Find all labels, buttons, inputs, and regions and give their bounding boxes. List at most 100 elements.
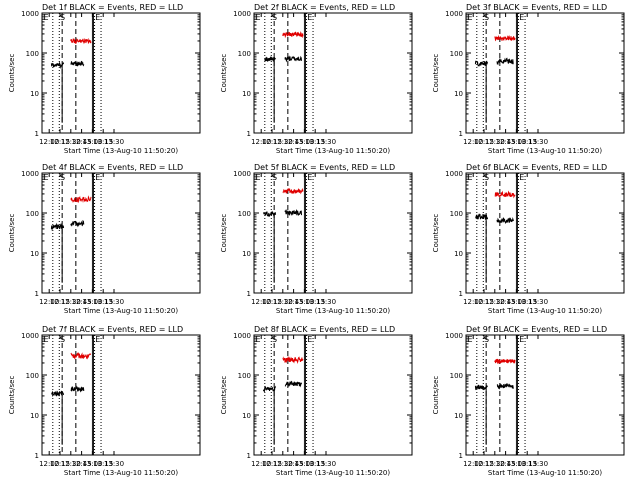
- lld-series-line: [282, 355, 304, 364]
- chart-title: Det 2f BLACK = Events, RED = LLD: [254, 3, 395, 12]
- x-tick-label: 12:30: [61, 298, 81, 306]
- x-tick-label: 13:00: [506, 298, 526, 306]
- y-axis-label: Counts/sec: [220, 376, 228, 415]
- events-series-line: [496, 216, 514, 224]
- events-series-line: [50, 222, 65, 231]
- chart-panel-8: Det 8f BLACK = Events, RED = LLD 1 10 100 10…: [220, 325, 413, 477]
- event-marker-label: E: [307, 173, 312, 182]
- event-marker-label: E: [519, 335, 524, 344]
- events-series-line: [474, 384, 489, 391]
- y-tick-label: 1000: [233, 332, 251, 340]
- x-tick-label: 13:15: [517, 460, 537, 468]
- lld-series-line: [494, 34, 516, 42]
- x-tick-label: 12:30: [485, 298, 505, 306]
- x-tick-label: 13:00: [82, 138, 102, 146]
- x-tick-label: 12:15: [50, 138, 70, 146]
- x-tick-label: 13:15: [93, 298, 113, 306]
- x-tick-label: 13:30: [104, 460, 124, 468]
- event-marker-label: E: [95, 13, 100, 22]
- x-tick-label: 13:30: [316, 298, 336, 306]
- x-tick-label: 12:30: [273, 138, 293, 146]
- x-tick-label: 13:30: [528, 298, 548, 306]
- x-tick-label: 12:45: [496, 138, 516, 146]
- x-tick-label: 12:45: [284, 460, 304, 468]
- x-tick-label: 13:00: [294, 460, 314, 468]
- event-marker-label: E: [95, 335, 100, 344]
- chart-panel-6: Det 6f BLACK = Events, RED = LLD 1 10 100 10…: [432, 163, 625, 315]
- events-series-line: [284, 380, 302, 388]
- event-marker-label: E: [255, 13, 260, 22]
- y-tick-label: 1000: [233, 170, 251, 178]
- chart-title: Det 4f BLACK = Events, RED = LLD: [42, 163, 183, 172]
- event-marker-label: S: [484, 13, 489, 22]
- y-tick-label: 1: [247, 452, 251, 460]
- event-marker-label: E: [43, 173, 48, 182]
- x-axis-label: Start Time (13-Aug-10 11:50:20): [488, 469, 602, 477]
- events-series-line: [496, 383, 514, 390]
- y-tick-label: 1000: [445, 332, 463, 340]
- events-series-line: [475, 213, 489, 221]
- x-tick-label: 13:15: [305, 298, 325, 306]
- x-axis-label: Start Time (13-Aug-10 11:50:20): [276, 147, 390, 155]
- event-marker-label: S: [272, 335, 277, 344]
- x-axis-label: Start Time (13-Aug-10 11:50:20): [488, 147, 602, 155]
- plot-frame: [465, 12, 625, 134]
- x-tick-label: 12:30: [61, 460, 81, 468]
- y-tick-label: 1: [247, 130, 251, 138]
- y-tick-label: 1: [35, 130, 39, 138]
- events-series-line: [284, 208, 302, 216]
- events-series-line: [474, 60, 489, 67]
- x-axis-label: Start Time (13-Aug-10 11:50:20): [488, 307, 602, 315]
- events-series-line: [264, 56, 277, 63]
- x-tick-label: 13:00: [82, 298, 102, 306]
- y-tick-label: 1: [35, 290, 39, 298]
- y-tick-label: 1: [459, 130, 463, 138]
- events-series-line: [262, 210, 277, 218]
- chart-panel-5: Det 5f BLACK = Events, RED = LLD 1 10 100 10…: [220, 163, 413, 315]
- x-tick-label: 12:15: [262, 138, 282, 146]
- chart-panel-9: Det 9f BLACK = Events, RED = LLD 1 10 100 10…: [432, 325, 625, 477]
- x-axis-label: Start Time (13-Aug-10 11:50:20): [276, 307, 390, 315]
- y-tick-label: 100: [26, 210, 39, 218]
- event-marker-label: E: [255, 335, 260, 344]
- event-marker-label: E: [467, 335, 472, 344]
- y-tick-label: 1: [35, 452, 39, 460]
- chart-panel-2: Det 2f BLACK = Events, RED = LLD 1 10 100 10…: [220, 3, 413, 155]
- chart-title: Det 9f BLACK = Events, RED = LLD: [466, 325, 607, 334]
- y-tick-label: 1000: [21, 170, 39, 178]
- y-tick-label: 10: [242, 250, 251, 258]
- x-tick-label: 13:00: [294, 138, 314, 146]
- x-tick-label: 12:45: [284, 138, 304, 146]
- events-series-line: [51, 390, 65, 398]
- chart-panel-1: Det 1f BLACK = Events, RED = LLD 1 10 100 10…: [8, 3, 201, 155]
- lld-series-line: [70, 352, 92, 360]
- x-axis-label: Start Time (13-Aug-10 11:50:20): [64, 147, 178, 155]
- y-tick-label: 1000: [21, 10, 39, 18]
- y-tick-label: 10: [454, 90, 463, 98]
- y-tick-label: 10: [30, 412, 39, 420]
- plot-frame: [41, 334, 201, 456]
- x-tick-label: 12:00: [39, 138, 59, 146]
- event-marker-label: E: [467, 13, 472, 22]
- event-marker-label: S: [484, 335, 489, 344]
- x-tick-label: 12:45: [284, 298, 304, 306]
- lld-series-line: [70, 37, 92, 45]
- x-tick-label: 12:45: [496, 460, 516, 468]
- chart-panel-3: Det 3f BLACK = Events, RED = LLD 1 10 100 10…: [432, 3, 625, 155]
- y-tick-label: 100: [238, 210, 251, 218]
- x-tick-label: 12:00: [39, 298, 59, 306]
- chart-title: Det 8f BLACK = Events, RED = LLD: [254, 325, 395, 334]
- chart-title: Det 7f BLACK = Events, RED = LLD: [42, 325, 183, 334]
- events-series-line: [70, 219, 85, 228]
- chart-title: Det 3f BLACK = Events, RED = LLD: [466, 3, 607, 12]
- y-tick-label: 100: [450, 50, 463, 58]
- chart-panel-7: Det 7f BLACK = Events, RED = LLD 1 10 100 10…: [8, 325, 201, 477]
- event-marker-label: E: [43, 13, 48, 22]
- y-tick-label: 100: [26, 372, 39, 380]
- y-tick-label: 10: [30, 90, 39, 98]
- y-axis-label: Counts/sec: [432, 214, 440, 253]
- x-tick-label: 12:45: [496, 298, 516, 306]
- plot-frame: [465, 172, 625, 294]
- y-tick-label: 100: [238, 372, 251, 380]
- x-tick-label: 12:15: [262, 460, 282, 468]
